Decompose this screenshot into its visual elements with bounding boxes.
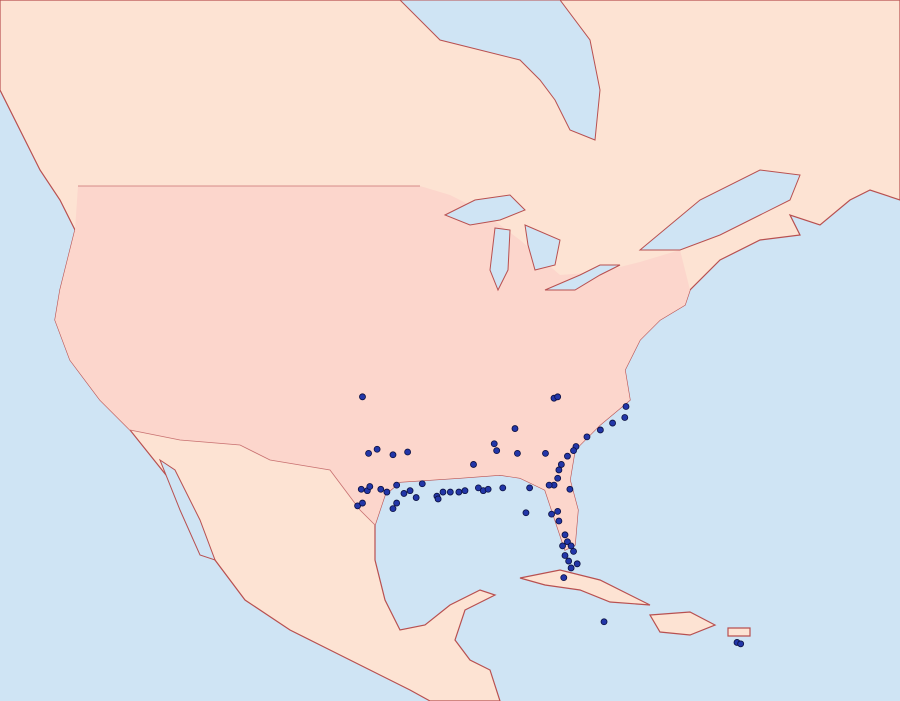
record-dot bbox=[434, 495, 442, 503]
record-dot bbox=[622, 403, 630, 410]
record-dot bbox=[554, 474, 562, 482]
gulf-of-california bbox=[158, 458, 216, 561]
record-dot bbox=[446, 488, 454, 496]
record-dot bbox=[366, 483, 374, 490]
us-mexico-border bbox=[129, 429, 376, 526]
record-dot bbox=[439, 488, 447, 496]
record-dot bbox=[455, 488, 463, 496]
record-dot bbox=[359, 393, 366, 401]
record-dot bbox=[545, 481, 553, 489]
record-dot bbox=[559, 542, 566, 550]
record-dot bbox=[359, 499, 366, 507]
record-dot bbox=[609, 419, 616, 427]
record-dot bbox=[567, 542, 575, 550]
record-dot bbox=[567, 564, 575, 572]
record-dot bbox=[557, 461, 565, 468]
record-dot bbox=[564, 538, 571, 546]
record-dot bbox=[565, 557, 573, 565]
puerto-rico bbox=[727, 627, 751, 637]
record-dot bbox=[400, 490, 408, 497]
record-dot bbox=[470, 461, 477, 468]
record-dot bbox=[561, 531, 569, 539]
record-dot bbox=[383, 488, 391, 496]
record-dot bbox=[596, 426, 604, 434]
record-dot bbox=[570, 547, 577, 555]
record-dot bbox=[357, 485, 365, 493]
record-dot bbox=[511, 425, 519, 432]
record-dot bbox=[583, 433, 591, 441]
record-dot bbox=[548, 510, 555, 518]
record-dot bbox=[373, 445, 381, 453]
record-dot bbox=[389, 451, 397, 459]
lake-huron bbox=[524, 224, 561, 271]
record-dot bbox=[621, 414, 629, 421]
record-dot bbox=[493, 447, 501, 455]
record-dot bbox=[377, 485, 385, 493]
lake-michigan bbox=[489, 227, 511, 292]
lake-erie-ontario bbox=[544, 264, 621, 291]
usa-region bbox=[55, 186, 690, 550]
record-dot bbox=[393, 499, 401, 507]
record-dot bbox=[490, 440, 498, 448]
hudson-bay bbox=[399, 0, 601, 141]
record-dot bbox=[555, 466, 563, 474]
record-dot bbox=[393, 481, 401, 489]
record-dot bbox=[561, 552, 569, 559]
record-dot bbox=[412, 494, 420, 501]
record-dot bbox=[514, 449, 521, 457]
record-dot bbox=[526, 484, 534, 492]
record-dot bbox=[389, 505, 397, 513]
gulf-of-st-lawrence bbox=[638, 169, 801, 251]
record-dot bbox=[461, 487, 469, 495]
record-dot bbox=[566, 485, 574, 493]
record-dot bbox=[404, 448, 412, 456]
record-dot bbox=[522, 509, 530, 517]
record-dot bbox=[554, 393, 562, 401]
record-dot bbox=[365, 449, 372, 457]
record-points bbox=[354, 393, 745, 648]
record-dot bbox=[737, 640, 745, 648]
record-dot bbox=[570, 447, 577, 455]
record-dot bbox=[564, 452, 571, 460]
lake-superior bbox=[443, 194, 526, 226]
record-dot bbox=[560, 574, 568, 581]
record-dot bbox=[555, 517, 563, 525]
record-dot bbox=[418, 480, 426, 488]
record-dot bbox=[554, 507, 562, 515]
cuba bbox=[519, 569, 651, 606]
record-dot bbox=[484, 485, 492, 493]
record-dot bbox=[406, 487, 414, 495]
record-dot bbox=[600, 618, 608, 626]
record-dot bbox=[573, 560, 581, 568]
hispaniola bbox=[648, 611, 717, 636]
record-dot bbox=[542, 449, 549, 457]
record-dot bbox=[499, 484, 507, 492]
